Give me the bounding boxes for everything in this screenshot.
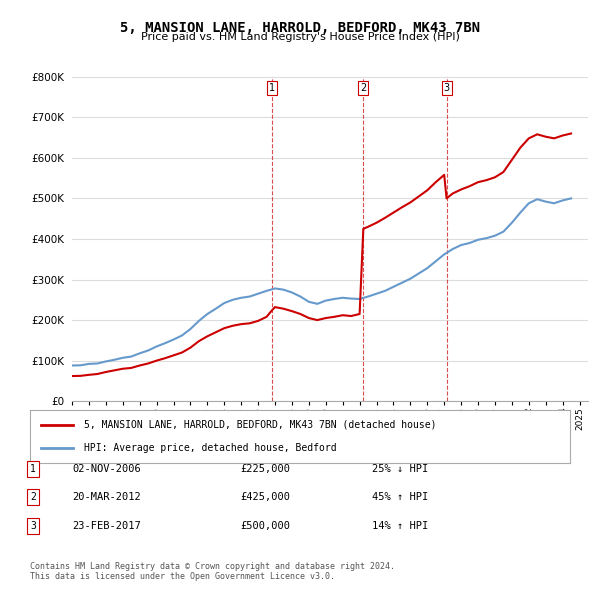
Text: 5, MANSION LANE, HARROLD, BEDFORD, MK43 7BN: 5, MANSION LANE, HARROLD, BEDFORD, MK43 … bbox=[120, 21, 480, 35]
Text: Contains HM Land Registry data © Crown copyright and database right 2024.
This d: Contains HM Land Registry data © Crown c… bbox=[30, 562, 395, 581]
Text: 20-MAR-2012: 20-MAR-2012 bbox=[72, 493, 141, 502]
Text: 02-NOV-2006: 02-NOV-2006 bbox=[72, 464, 141, 474]
Text: £500,000: £500,000 bbox=[240, 521, 290, 530]
Text: 2: 2 bbox=[360, 83, 367, 93]
Text: £425,000: £425,000 bbox=[240, 493, 290, 502]
Text: 45% ↑ HPI: 45% ↑ HPI bbox=[372, 493, 428, 502]
Text: 2: 2 bbox=[30, 493, 36, 502]
Text: 3: 3 bbox=[30, 521, 36, 530]
Text: 14% ↑ HPI: 14% ↑ HPI bbox=[372, 521, 428, 530]
Text: HPI: Average price, detached house, Bedford: HPI: Average price, detached house, Bedf… bbox=[84, 443, 337, 453]
Text: 3: 3 bbox=[443, 83, 449, 93]
Text: £225,000: £225,000 bbox=[240, 464, 290, 474]
Text: Price paid vs. HM Land Registry's House Price Index (HPI): Price paid vs. HM Land Registry's House … bbox=[140, 32, 460, 42]
Text: 1: 1 bbox=[269, 83, 275, 93]
Text: 1: 1 bbox=[30, 464, 36, 474]
Text: 23-FEB-2017: 23-FEB-2017 bbox=[72, 521, 141, 530]
Text: 25% ↓ HPI: 25% ↓ HPI bbox=[372, 464, 428, 474]
Text: 5, MANSION LANE, HARROLD, BEDFORD, MK43 7BN (detached house): 5, MANSION LANE, HARROLD, BEDFORD, MK43 … bbox=[84, 420, 437, 430]
